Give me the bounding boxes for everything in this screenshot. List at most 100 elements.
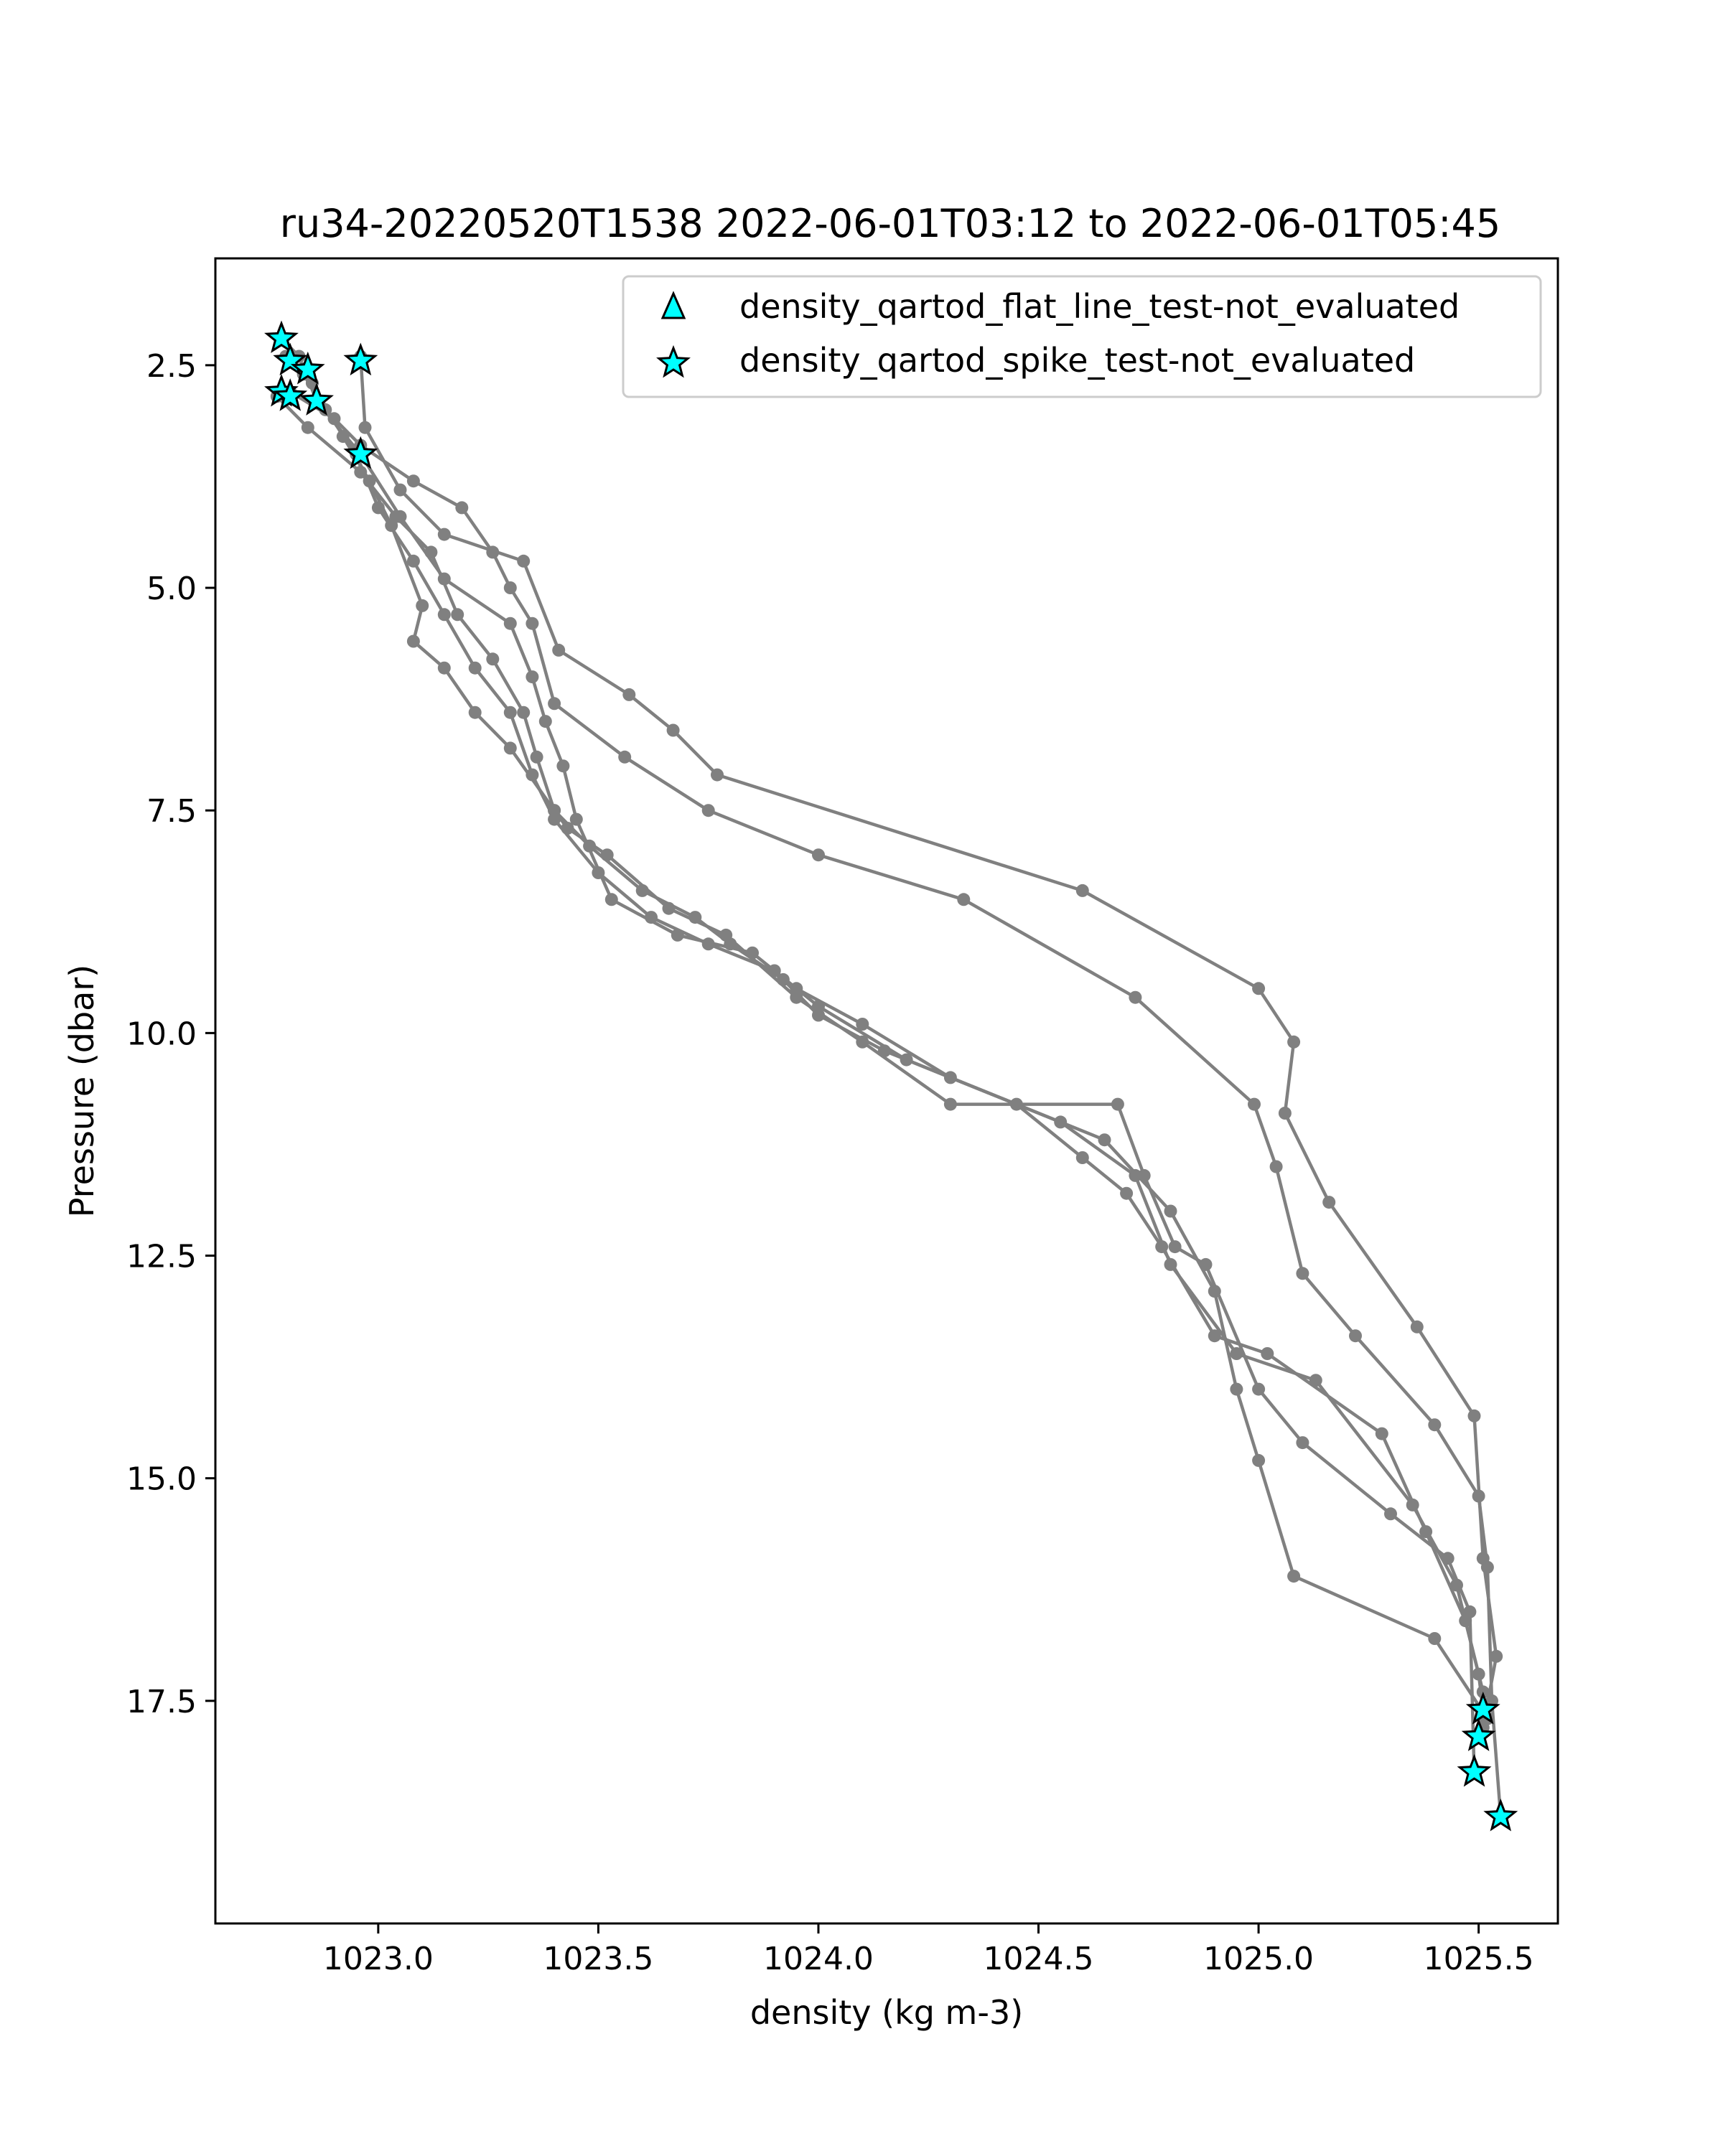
spike-star-marker (273, 378, 308, 411)
data-point (548, 697, 561, 711)
data-point (1428, 1418, 1442, 1432)
data-point (503, 741, 517, 755)
data-point (561, 822, 574, 835)
data-point (1287, 1570, 1301, 1583)
data-point (1252, 1382, 1266, 1396)
data-point (451, 608, 464, 622)
data-point (530, 750, 543, 764)
x-tick-label: 1024.0 (763, 1941, 874, 1977)
data-point (688, 911, 702, 924)
data-point (1208, 1329, 1221, 1343)
data-point (583, 839, 597, 853)
spike-star-marker (299, 383, 334, 416)
data-point (1252, 1453, 1266, 1467)
data-point (1120, 1186, 1134, 1200)
data-point (957, 893, 971, 906)
data-point (635, 884, 649, 897)
data-point (1155, 1240, 1169, 1254)
data-point (1476, 1552, 1490, 1565)
data-point (301, 421, 314, 434)
data-point (1009, 1097, 1023, 1111)
data-point (701, 804, 715, 817)
data-point (1467, 1409, 1481, 1423)
data-point (526, 617, 539, 630)
y-tick-label: 10.0 (126, 1016, 197, 1052)
spike-star-marker (290, 351, 325, 385)
data-point (790, 990, 803, 1004)
data-point (455, 501, 469, 515)
data-point (856, 1018, 869, 1031)
data-point (1075, 1151, 1089, 1164)
legend-label-spike: density_qartod_spike_test-not_evaluated (739, 341, 1415, 380)
data-point (526, 670, 539, 684)
x-tick-label: 1023.0 (323, 1941, 434, 1977)
y-tick-label: 2.5 (146, 348, 197, 385)
spike-star-marker (1465, 1692, 1500, 1725)
data-point (406, 554, 420, 568)
data-point (503, 706, 517, 719)
y-axis-ticks: 2.5 5.0 7.5 10.0 12.5 15.0 17.5 (126, 348, 215, 1720)
data-point (604, 893, 618, 906)
data-point (1490, 1649, 1503, 1663)
data-point (327, 412, 341, 426)
data-point (776, 972, 790, 986)
x-tick-label: 1025.0 (1203, 1941, 1314, 1977)
data-point (371, 501, 385, 515)
y-tick-label: 15.0 (126, 1461, 197, 1498)
data-point (1296, 1436, 1309, 1450)
y-tick-label: 17.5 (126, 1684, 197, 1720)
legend-box (622, 275, 1542, 398)
data-point (1129, 1168, 1142, 1182)
data-point (1168, 1240, 1182, 1254)
data-point (1269, 1160, 1283, 1173)
data-point (548, 804, 561, 817)
data-point (363, 474, 376, 488)
data-point (354, 465, 368, 479)
data-point (486, 652, 500, 666)
data-point (1419, 1525, 1433, 1539)
data-point (812, 848, 825, 862)
data-point (1349, 1329, 1362, 1343)
data-point (1375, 1427, 1388, 1440)
data-point (1296, 1267, 1309, 1280)
data-point (1075, 884, 1089, 897)
data-point (812, 1008, 825, 1022)
data-point (662, 901, 676, 915)
x-tick-label: 1025.5 (1424, 1941, 1534, 1977)
spike-star-marker (1483, 1798, 1518, 1832)
spike-star-marker (343, 342, 378, 376)
data-point (790, 982, 803, 995)
data-point (671, 928, 684, 942)
data-point (1406, 1498, 1419, 1511)
data-point (1248, 1097, 1261, 1111)
data-point (900, 1053, 913, 1067)
data-point (437, 528, 451, 541)
data-point (1098, 1133, 1111, 1147)
data-point (1252, 982, 1266, 995)
data-point (1450, 1578, 1463, 1592)
data-point (767, 964, 781, 978)
data-point (1230, 1347, 1243, 1360)
data-point (389, 510, 403, 523)
data-point (1261, 1347, 1274, 1360)
data-point (622, 688, 636, 701)
data-point (552, 643, 566, 657)
data-point (406, 634, 420, 648)
data-point (1441, 1552, 1454, 1565)
data-point (877, 1044, 891, 1058)
data-point (1164, 1204, 1177, 1218)
y-axis-label: Pressure (dbar) (62, 965, 101, 1217)
data-point (1463, 1605, 1477, 1618)
legend-triangle-icon (660, 291, 686, 319)
data-point (1472, 1489, 1485, 1503)
y-tick-label: 7.5 (146, 793, 197, 830)
y-tick-label: 5.0 (146, 571, 197, 607)
x-tick-label: 1023.5 (543, 1941, 653, 1977)
data-point (746, 946, 759, 960)
data-point (592, 866, 605, 879)
data-point (711, 768, 724, 782)
data-point (437, 608, 451, 622)
plot-frame (214, 257, 1559, 1925)
data-point (1129, 990, 1142, 1004)
